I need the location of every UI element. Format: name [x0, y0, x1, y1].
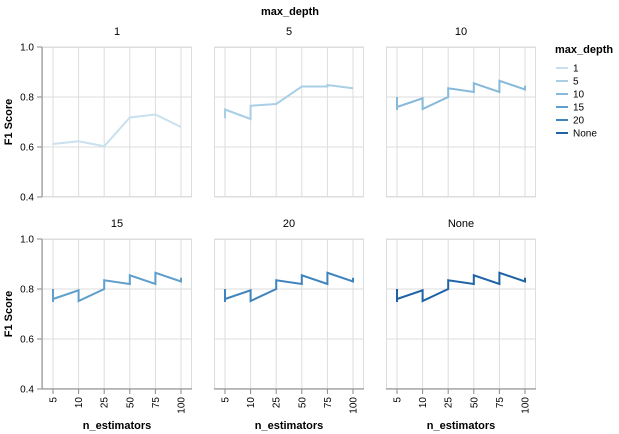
- y-tick-label: 0.8: [20, 93, 34, 104]
- panel-frame: [214, 47, 364, 197]
- x-tick-label: 100: [349, 397, 360, 414]
- x-axis-title: n_estimators: [427, 420, 495, 432]
- facet-panels: 1 0.4 0.6 0.8 1.0 F1 Score 5 10 15 0.4 0.6 0.8 1.0 F1…: [3, 26, 536, 432]
- y-tick-label: 0.6: [20, 143, 34, 154]
- panel-frame: [386, 47, 536, 197]
- series-line-20: [224, 271, 354, 303]
- x-tick-label: 10: [418, 397, 429, 409]
- x-axis-title: n_estimators: [255, 420, 323, 432]
- legend-label: 5: [573, 77, 579, 88]
- y-tick-label: 0.4: [20, 193, 34, 204]
- series-line-1: [52, 113, 182, 148]
- facet-title: 1: [114, 26, 120, 38]
- facet-panel-20: 20 5 10 25 50 75 100 n_estimators: [214, 218, 364, 432]
- legend-label: None: [573, 129, 597, 140]
- x-tick-label: 100: [177, 397, 188, 414]
- x-tick-label: 25: [272, 397, 283, 409]
- facet-panel-none: None 5 10 25 50 75 100 n_estimators: [386, 218, 536, 432]
- y-axis-title: F1 Score: [3, 291, 15, 337]
- facet-panel-15: 15 0.4 0.6 0.8 1.0 F1 Score 5 10 25 50 75 100 n_esti…: [3, 218, 192, 432]
- x-tick-label: 75: [495, 397, 506, 409]
- x-tick-label: 10: [246, 397, 257, 409]
- x-tick-label: 75: [151, 397, 162, 409]
- panel-frame: [386, 239, 536, 389]
- x-tick-label: 5: [221, 397, 232, 403]
- x-tick-label: 75: [323, 397, 334, 409]
- legend-title: max_depth: [555, 44, 613, 56]
- legend-label: 1: [573, 64, 579, 75]
- y-axis-title: F1 Score: [3, 99, 15, 145]
- x-tick-label: 10: [74, 397, 85, 409]
- facet-title: 5: [286, 26, 292, 38]
- y-tick-label: 0.8: [20, 285, 34, 296]
- facet-title: 10: [455, 26, 467, 38]
- x-tick-label: 25: [444, 397, 455, 409]
- x-tick-label: 5: [49, 397, 60, 403]
- y-tick-label: 0.4: [20, 385, 34, 396]
- series-line-15: [52, 271, 182, 303]
- y-tick-label: 1.0: [20, 235, 34, 246]
- series-line-none: [396, 271, 526, 303]
- facet-title: None: [448, 218, 474, 230]
- y-tick-label: 0.6: [20, 335, 34, 346]
- legend-label: 20: [573, 116, 585, 127]
- x-axis-title: n_estimators: [83, 420, 151, 432]
- x-tick-label: 100: [521, 397, 532, 414]
- x-tick-label: 25: [100, 397, 111, 409]
- facet-title: 20: [283, 218, 295, 230]
- x-tick-label: 50: [469, 397, 480, 409]
- x-tick-label: 50: [297, 397, 308, 409]
- x-tick-label: 50: [125, 397, 136, 409]
- facet-panel-5: 5: [214, 26, 364, 198]
- x-tick-label: 5: [393, 397, 404, 403]
- legend-label: 15: [573, 103, 585, 114]
- facet-panel-1: 1 0.4 0.6 0.8 1.0 F1 Score: [3, 26, 192, 204]
- y-tick-label: 1.0: [20, 43, 34, 54]
- series-line-5: [224, 83, 354, 121]
- facet-panel-10: 10: [386, 26, 536, 198]
- facet-title: 15: [111, 218, 123, 230]
- chart-title: max_depth: [261, 6, 319, 18]
- panel-frame: [214, 239, 364, 389]
- panel-frame: [42, 239, 192, 389]
- series-line-10: [396, 79, 526, 111]
- legend-label: 10: [573, 90, 585, 101]
